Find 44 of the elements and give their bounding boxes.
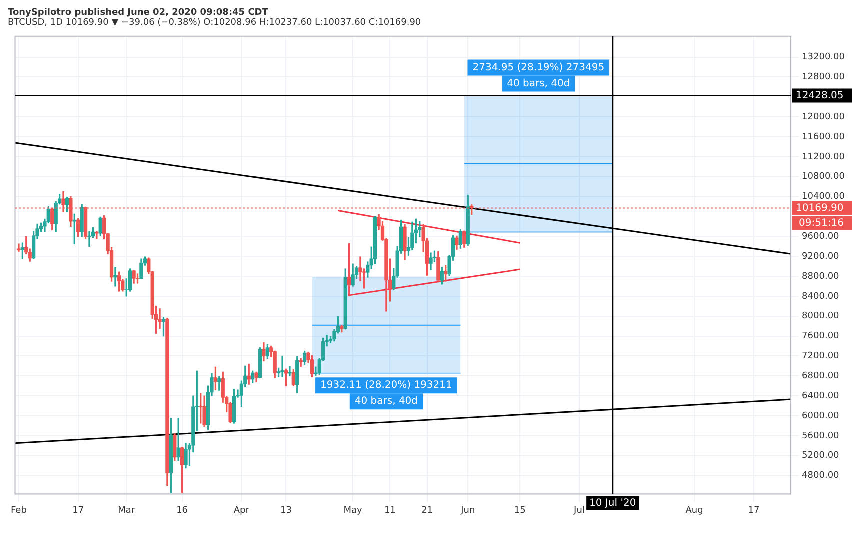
- x-tick-label: Jun: [460, 506, 476, 516]
- y-tick-label: 11600.00: [802, 132, 846, 142]
- y-tick-label: 11200.00: [802, 152, 846, 162]
- chart-subtitle: BTCUSD, 1D 10169.90 ▼ −39.06 (−0.38%) O:10208.96 H:10237.60 L:10037.60 C:10169.90: [8, 18, 422, 28]
- x-tick-label: 17: [748, 506, 760, 516]
- x-tick-label: Aug: [686, 506, 704, 516]
- x-tick-label: 15: [514, 506, 526, 516]
- y-tick-label: 8400.00: [802, 292, 840, 302]
- x-tick-label: Feb: [11, 506, 28, 516]
- x-tick-label: 11: [384, 506, 396, 516]
- y-tick-label: 6400.00: [802, 391, 840, 402]
- y-tick-label: 12000.00: [802, 112, 846, 122]
- y-tick-label: 10800.00: [802, 172, 846, 182]
- y-tick-label: 7600.00: [802, 332, 840, 342]
- x-tick-label: Apr: [234, 506, 250, 516]
- y-tick-label: 8000.00: [802, 312, 840, 322]
- ref-line-label: 10169.90: [796, 202, 844, 214]
- x-tick-label: 17: [72, 506, 84, 516]
- x-tick-label: 16: [176, 506, 188, 516]
- y-tick-label: 9200.00: [802, 252, 840, 262]
- y-tick-label: 13200.00: [802, 52, 846, 63]
- y-tick-label: 5200.00: [802, 451, 840, 462]
- ref-line-label: 12428.05: [796, 90, 844, 102]
- y-tick-label: 4800.00: [802, 471, 840, 482]
- annotation: 2734.95 (28.19%) 273495: [472, 62, 605, 74]
- y-tick-label: 7200.00: [802, 352, 840, 362]
- y-tick-label: 8800.00: [802, 272, 840, 282]
- x-tick-label: 13: [280, 506, 292, 516]
- chart-title: TonySpilotro published June 02, 2020 09:08:45 CDT: [8, 8, 270, 18]
- text: 09:51:16: [799, 218, 844, 229]
- y-tick-label: 5600.00: [802, 431, 840, 442]
- y-tick-label: 6000.00: [802, 411, 840, 422]
- y-tick-label: 12800.00: [802, 72, 846, 83]
- annotation: 40 bars, 40d: [354, 396, 418, 408]
- y-tick-label: 10400.00: [802, 192, 846, 202]
- x-tick-label: Mar: [118, 506, 136, 516]
- x-tick-label: 21: [422, 506, 434, 516]
- y-tick-label: 9600.00: [802, 232, 840, 242]
- annotation: 40 bars, 40d: [507, 78, 570, 90]
- x-tick-label: Jul: [573, 506, 585, 516]
- x-tick-label: May: [344, 506, 364, 516]
- ref-line-label: 10 Jul '20: [590, 498, 636, 509]
- annotation: 1932.11 (28.20%) 193211: [320, 380, 452, 392]
- y-tick-label: 6800.00: [802, 371, 840, 382]
